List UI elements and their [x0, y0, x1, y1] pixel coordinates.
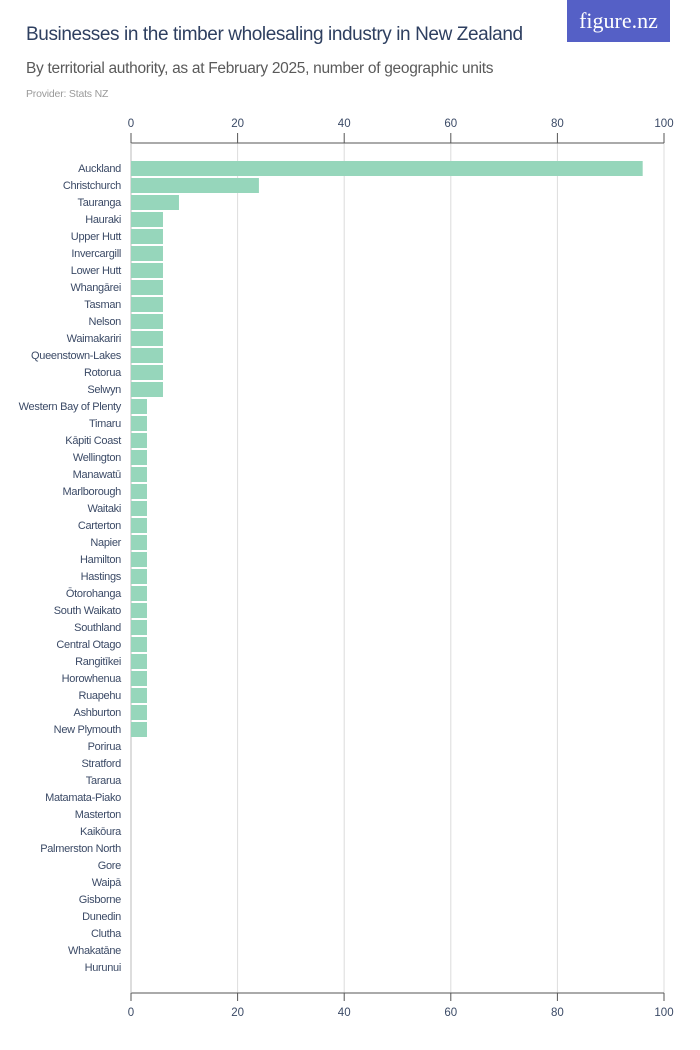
figure-nz-logo[interactable]: figure.nz — [567, 0, 670, 42]
bar--torohanga — [131, 586, 147, 601]
category-label: Central Otago — [56, 639, 121, 651]
category-label: Kāpiti Coast — [65, 435, 121, 447]
top-tick-label: 0 — [128, 118, 134, 130]
bar-waimakariri — [131, 331, 163, 346]
bar-manawat- — [131, 467, 147, 482]
category-label: Napier — [90, 537, 121, 549]
category-label: Hauraki — [85, 214, 121, 226]
category-label: Carterton — [78, 520, 121, 532]
category-label: Queenstown-Lakes — [31, 350, 122, 362]
category-label: Wellington — [73, 452, 121, 464]
category-label: Waipā — [92, 877, 122, 889]
category-label: Auckland — [78, 163, 121, 175]
bar-rangit-kei — [131, 654, 147, 669]
category-label: Hamilton — [80, 554, 121, 566]
bar-carterton — [131, 518, 147, 533]
category-label: Kaikōura — [80, 826, 122, 838]
category-label: Whangārei — [71, 282, 122, 294]
category-label: Christchurch — [63, 180, 121, 192]
bar-whang-rei — [131, 280, 163, 295]
bottom-tick-label: 20 — [231, 1007, 244, 1019]
bar-invercargill — [131, 246, 163, 261]
category-label: South Waikato — [54, 605, 121, 617]
bottom-tick-label: 80 — [551, 1007, 564, 1019]
category-label: Ōtorohanga — [66, 588, 122, 600]
bottom-tick-label: 40 — [338, 1007, 351, 1019]
provider-label: Provider: Stats NZ — [26, 88, 109, 100]
category-label: Western Bay of Plenty — [19, 401, 122, 413]
category-label: New Plymouth — [54, 724, 121, 736]
category-label: Marlborough — [63, 486, 122, 498]
bar-western-bay-of-plenty — [131, 399, 147, 414]
category-label: Tararua — [86, 775, 122, 787]
category-label: Gore — [98, 860, 121, 872]
bar-marlborough — [131, 484, 147, 499]
bottom-tick-label: 0 — [128, 1007, 134, 1019]
bar-queenstown-lakes — [131, 348, 163, 363]
category-label: Tasman — [84, 299, 121, 311]
bar-lower-hutt — [131, 263, 163, 278]
bar-rotorua — [131, 365, 163, 380]
category-label: Selwyn — [87, 384, 121, 396]
bar-auckland — [131, 161, 643, 176]
top-tick-label: 20 — [231, 118, 244, 130]
bar-napier — [131, 535, 147, 550]
bar-hamilton — [131, 552, 147, 567]
top-tick-label: 80 — [551, 118, 564, 130]
bar-timaru — [131, 416, 147, 431]
category-label: Nelson — [89, 316, 122, 328]
bar-southland — [131, 620, 147, 635]
category-label: Rotorua — [84, 367, 122, 379]
bar-upper-hutt — [131, 229, 163, 244]
top-tick-label: 100 — [654, 118, 673, 130]
category-label: Hastings — [81, 571, 122, 583]
category-label: Lower Hutt — [71, 265, 121, 277]
chart-title: Businesses in the timber wholesaling ind… — [26, 24, 523, 45]
category-label: Rangitīkei — [75, 656, 121, 668]
bar-hastings — [131, 569, 147, 584]
category-label: Invercargill — [71, 248, 121, 260]
category-label: Southland — [74, 622, 121, 634]
bottom-tick-label: 60 — [444, 1007, 457, 1019]
category-label: Horowhenua — [62, 673, 123, 685]
category-label: Upper Hutt — [71, 231, 121, 243]
bar-ruapehu — [131, 688, 147, 703]
bar-k-piti-coast — [131, 433, 147, 448]
bar-new-plymouth — [131, 722, 147, 737]
category-label: Tauranga — [78, 197, 123, 209]
bar-wellington — [131, 450, 147, 465]
category-label: Clutha — [91, 928, 122, 940]
bar-horowhenua — [131, 671, 147, 686]
category-label: Matamata-Piako — [45, 792, 121, 804]
category-label: Waimakariri — [67, 333, 121, 345]
category-label: Ashburton — [74, 707, 122, 719]
bar-waitaki — [131, 501, 147, 516]
category-label: Gisborne — [79, 894, 121, 906]
top-tick-label: 60 — [444, 118, 457, 130]
category-label: Manawatū — [73, 469, 122, 481]
bar-hauraki — [131, 212, 163, 227]
bar-tasman — [131, 297, 163, 312]
bar-christchurch — [131, 178, 259, 193]
category-label: Ruapehu — [78, 690, 121, 702]
category-label: Palmerston North — [40, 843, 121, 855]
bottom-tick-label: 100 — [654, 1007, 673, 1019]
chart-subtitle: By territorial authority, as at February… — [26, 60, 494, 77]
category-label: Masterton — [75, 809, 121, 821]
category-label: Whakatāne — [68, 945, 121, 957]
category-label: Hurunui — [85, 962, 121, 974]
category-label: Stratford — [82, 758, 122, 770]
category-label: Dunedin — [82, 911, 121, 923]
bar-selwyn — [131, 382, 163, 397]
bar-ashburton — [131, 705, 147, 720]
bar-tauranga — [131, 195, 179, 210]
category-label: Waitaki — [87, 503, 121, 515]
bar-nelson — [131, 314, 163, 329]
category-label: Porirua — [88, 741, 123, 753]
category-label: Timaru — [89, 418, 121, 430]
bar-central-otago — [131, 637, 147, 652]
top-tick-label: 40 — [338, 118, 351, 130]
bar-south-waikato — [131, 603, 147, 618]
